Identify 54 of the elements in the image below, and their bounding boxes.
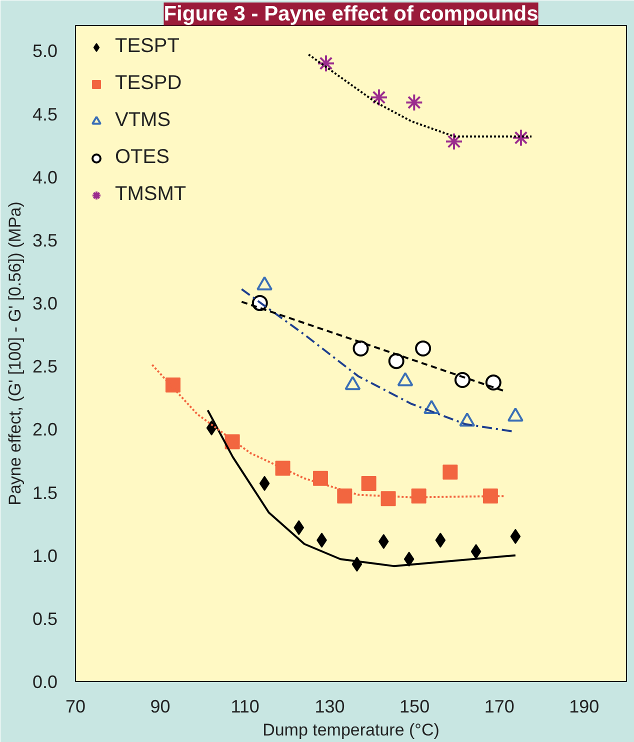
- point: [404, 552, 414, 567]
- x-tick-label: 110: [230, 696, 260, 716]
- point: [388, 353, 404, 370]
- legend-label: OTES: [115, 146, 170, 169]
- line-series: [308, 54, 533, 138]
- chart-title: Figure 3 - Payne effect of compounds: [164, 2, 538, 26]
- point: [337, 488, 352, 504]
- y-tick-label: 4.0: [32, 167, 58, 188]
- legend-label: TESPT: [115, 35, 180, 58]
- x-tick-label: 90: [150, 696, 170, 716]
- point: [165, 378, 180, 393]
- y-tick-label: 1.0: [32, 546, 58, 566]
- y-tick-label: 5.0: [32, 41, 58, 62]
- point: [275, 460, 290, 476]
- x-tick-label: 150: [400, 696, 430, 716]
- point: [294, 520, 304, 536]
- point: [361, 476, 376, 491]
- y-tick-label: 4.5: [32, 104, 58, 124]
- point: [405, 93, 424, 112]
- point: [415, 340, 432, 356]
- y-tick-label: 2.0: [32, 420, 58, 440]
- x-tick-label: 70: [65, 696, 86, 716]
- line-series: [206, 409, 516, 568]
- x-tick-label: 190: [569, 696, 600, 716]
- point: [485, 374, 502, 390]
- x-axis-title: Dump temperature (°C): [262, 720, 440, 740]
- point: [380, 491, 396, 506]
- point: [454, 372, 470, 388]
- point: [435, 532, 446, 548]
- y-tick-label: 1.5: [32, 482, 58, 503]
- legend-label: VTMS: [115, 109, 171, 132]
- point: [378, 534, 389, 549]
- point: [510, 528, 521, 544]
- x-tick-label: 130: [314, 696, 345, 716]
- legend-label: TESPD: [115, 72, 182, 95]
- y-tick-label: 2.5: [32, 356, 58, 377]
- point: [411, 488, 426, 504]
- x-tick-label: 170: [484, 696, 514, 716]
- point: [259, 476, 270, 491]
- point: [312, 470, 328, 486]
- y-tick-label: 0.5: [32, 608, 58, 629]
- y-tick-label: 3.0: [32, 294, 58, 314]
- y-tick-label: 3.5: [32, 230, 58, 250]
- y-tick-label: 0.0: [32, 672, 58, 692]
- point: [482, 488, 498, 504]
- legend-label: TMSMT: [115, 183, 186, 206]
- point: [470, 544, 482, 560]
- point: [442, 464, 458, 480]
- point: [352, 340, 369, 356]
- point: [444, 132, 463, 151]
- point: [370, 88, 388, 106]
- point: [316, 54, 335, 72]
- y-axis-title: Payne effect, (G' [100] - G' [0.56]) (MPa): [5, 202, 24, 506]
- point: [512, 128, 530, 147]
